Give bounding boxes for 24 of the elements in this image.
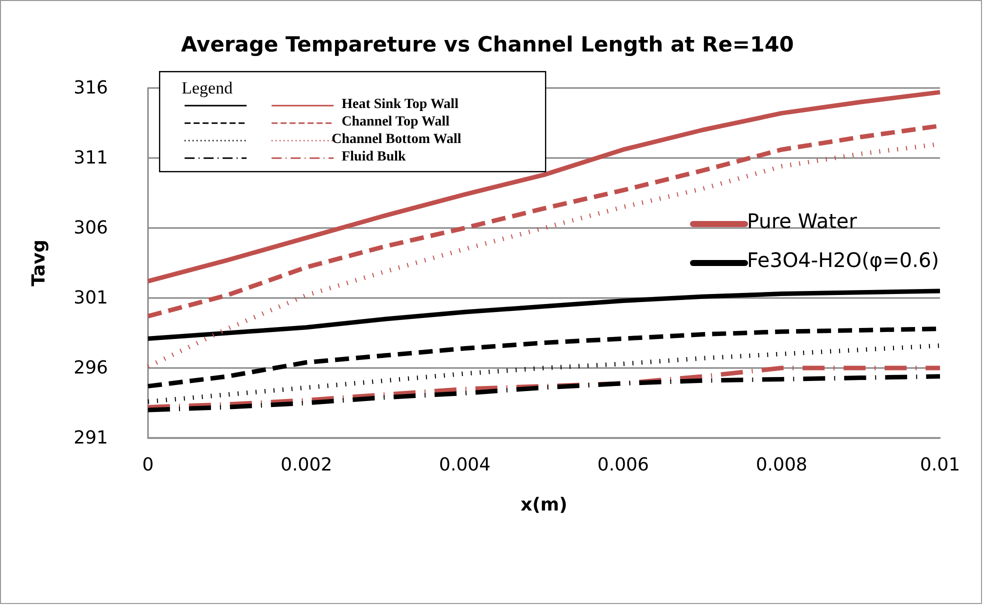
legend-label: Heat Sink Top Wall [342, 97, 459, 112]
x-tick-label: 0.01 [920, 454, 960, 476]
x-axis-title: x(m) [520, 494, 568, 516]
y-tick-label: 296 [74, 358, 108, 378]
y-tick-label: 306 [74, 218, 108, 238]
legend-label: Channel Bottom Wall [332, 132, 462, 148]
chart-title: Average Tempareture vs Channel Length at Re=140 [181, 32, 794, 56]
legend-label: Channel Top Wall [342, 114, 450, 130]
line-series [146, 288, 942, 341]
y-tick-label: 301 [74, 288, 108, 308]
x-tick-label: 0 [142, 454, 154, 476]
y-tick-label: 311 [74, 148, 108, 168]
annotation: Pure Water [747, 209, 858, 233]
legend-label: Fluid Bulk [342, 150, 406, 165]
y-tick-label: 316 [74, 78, 108, 98]
x-tick-label: 0.008 [756, 454, 808, 476]
legend-title: Legend [182, 78, 234, 98]
y-axis-title: Tavg [28, 240, 50, 286]
x-tick-label: 0.004 [439, 454, 491, 476]
x-tick-label: 0.006 [597, 454, 649, 476]
x-tick-label: 0.002 [280, 454, 332, 476]
line-series [146, 374, 942, 412]
y-tick-label: 291 [74, 428, 108, 448]
annotation: Fe3O4-H2O(φ=0.6) [747, 248, 939, 272]
